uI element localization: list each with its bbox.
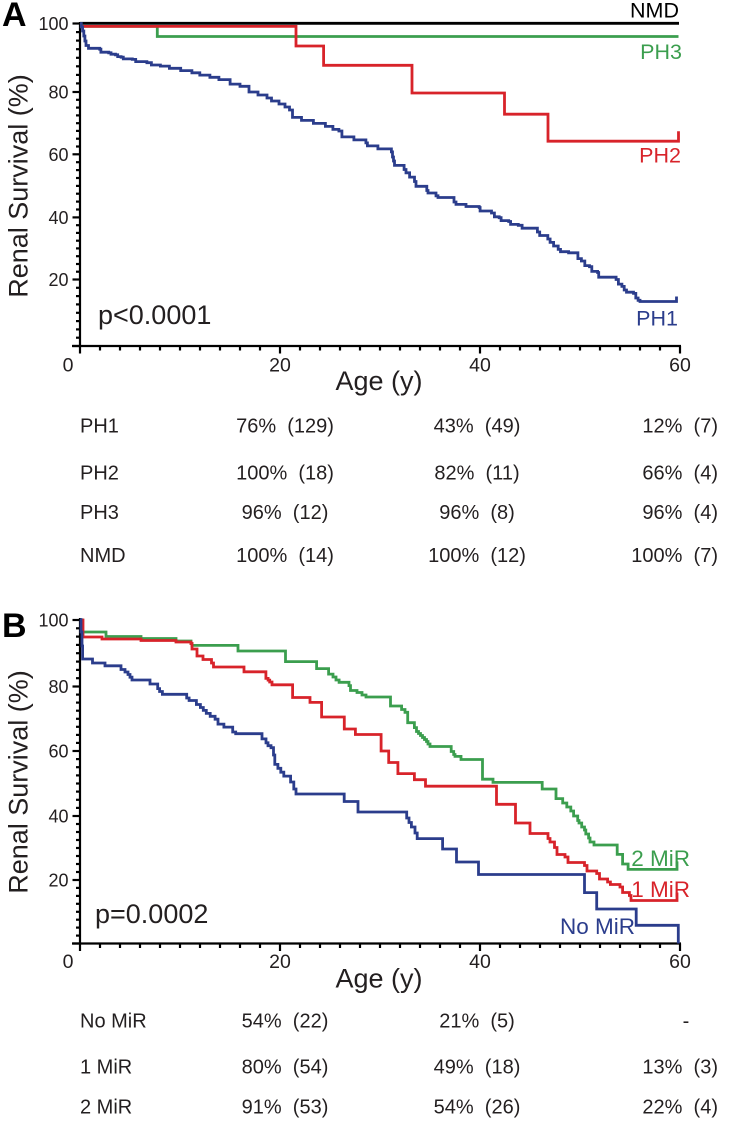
svg-text:20: 20 (48, 270, 68, 290)
svg-text:No MiR: No MiR (80, 1011, 147, 1033)
svg-text:100: 100 (38, 14, 68, 34)
svg-text:PH3: PH3 (80, 502, 119, 524)
svg-text:54% (26): 54% (26) (434, 1097, 521, 1119)
svg-text:100% (18): 100% (18) (236, 462, 334, 484)
svg-text:40: 40 (469, 951, 491, 973)
svg-text:1 MiR: 1 MiR (80, 1057, 132, 1079)
svg-text:91% (53): 91% (53) (242, 1097, 329, 1119)
svg-text:76% (129): 76% (129) (236, 415, 334, 437)
svg-text:96% (12): 96% (12) (242, 502, 329, 524)
svg-text:0: 0 (63, 951, 74, 973)
svg-text:PH2: PH2 (80, 462, 119, 484)
svg-text:80% (54): 80% (54) (242, 1057, 329, 1079)
svg-text:-: - (683, 1011, 690, 1033)
svg-text:20: 20 (269, 951, 291, 973)
svg-text:12% (7): 12% (7) (642, 415, 718, 437)
svg-text:2 MiR: 2 MiR (80, 1097, 132, 1119)
svg-text:20: 20 (269, 355, 291, 377)
svg-text:80: 80 (48, 83, 68, 103)
svg-text:96% (4): 96% (4) (642, 502, 718, 524)
svg-text:100% (7): 100% (7) (631, 545, 718, 567)
svg-text:20: 20 (48, 871, 68, 891)
svg-text:PH1: PH1 (636, 307, 678, 331)
svg-text:43% (49): 43% (49) (434, 415, 521, 437)
svg-text:NMD: NMD (80, 545, 126, 567)
svg-text:96% (8): 96% (8) (439, 502, 515, 524)
svg-text:82% (11): 82% (11) (434, 462, 519, 484)
svg-text:0: 0 (63, 355, 74, 377)
svg-text:60: 60 (669, 355, 691, 377)
svg-text:80: 80 (48, 677, 68, 697)
svg-text:PH3: PH3 (640, 40, 682, 64)
svg-text:Age (y): Age (y) (335, 964, 422, 994)
svg-text:40: 40 (48, 208, 68, 228)
svg-text:p<0.0001: p<0.0001 (98, 300, 211, 330)
svg-text:66% (4): 66% (4) (642, 462, 718, 484)
svg-text:Renal Survival (%): Renal Survival (%) (4, 74, 34, 298)
svg-text:2 MiR: 2 MiR (631, 846, 690, 871)
svg-text:60: 60 (48, 145, 68, 165)
svg-text:A: A (2, 0, 27, 34)
svg-text:p=0.0002: p=0.0002 (95, 899, 208, 929)
svg-text:NMD: NMD (630, 0, 679, 23)
svg-text:Age (y): Age (y) (335, 366, 422, 396)
svg-text:21% (5): 21% (5) (439, 1011, 515, 1033)
svg-text:No MiR: No MiR (560, 914, 635, 939)
svg-text:40: 40 (48, 807, 68, 827)
svg-text:100% (12): 100% (12) (428, 545, 526, 567)
svg-text:B: B (2, 607, 27, 645)
svg-text:40: 40 (469, 355, 491, 377)
svg-text:60: 60 (669, 951, 691, 973)
svg-text:100: 100 (38, 611, 68, 631)
svg-text:54% (22): 54% (22) (242, 1011, 329, 1033)
svg-text:PH2: PH2 (639, 144, 681, 168)
svg-text:1 MiR: 1 MiR (631, 877, 690, 902)
svg-text:Renal Survival (%): Renal Survival (%) (4, 670, 34, 894)
svg-text:13% (3): 13% (3) (642, 1057, 718, 1079)
svg-text:22% (4): 22% (4) (642, 1097, 718, 1119)
svg-text:49% (18): 49% (18) (434, 1057, 521, 1079)
svg-text:60: 60 (48, 742, 68, 762)
svg-text:100% (14): 100% (14) (236, 545, 334, 567)
svg-text:PH1: PH1 (80, 415, 119, 437)
